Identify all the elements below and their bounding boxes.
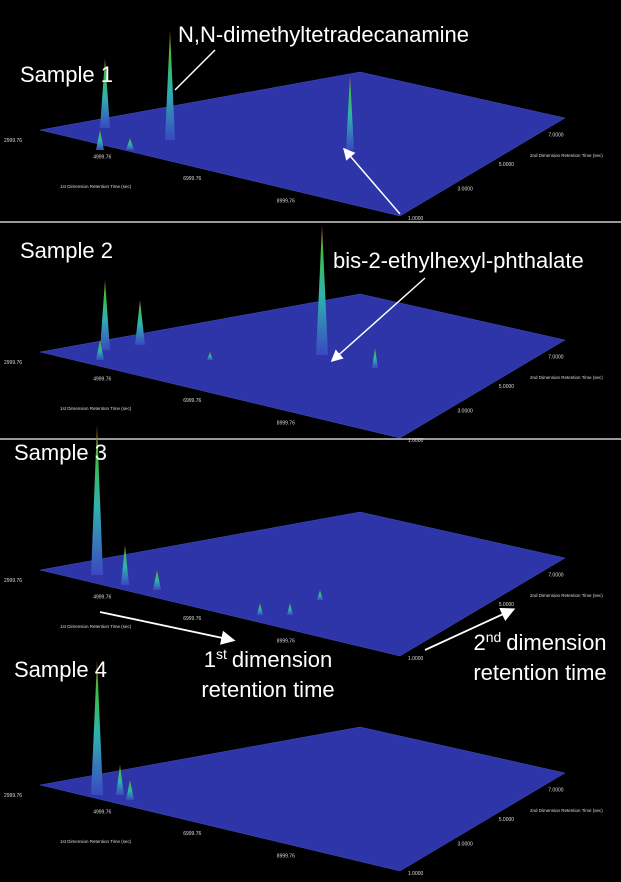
x-tick-label: 6999.76 [183, 176, 201, 182]
axis-title: 2nd Dimension Retention Time (sec) [530, 808, 603, 813]
y-tick-label: 7.0000 [548, 573, 564, 579]
axis-note-suffix: st [216, 646, 227, 662]
axis-note-line2: retention time [201, 677, 334, 702]
annotation: bis-2-ethylhexyl-phthalate [333, 248, 584, 273]
annotation-line [343, 147, 401, 215]
y-tick-label: 3.0000 [458, 409, 474, 415]
y-tick-label: 5.0000 [499, 817, 515, 823]
peak [287, 603, 293, 615]
y-tick-label: 1.0000 [408, 656, 424, 662]
peak [100, 58, 110, 128]
x-tick-label: 6999.76 [183, 831, 201, 837]
panel-label: Sample 3 [14, 440, 107, 465]
panel-label: Sample 2 [20, 238, 113, 263]
y-tick-label: 1.0000 [408, 871, 424, 877]
annotation-line [330, 277, 426, 362]
plane [39, 71, 566, 217]
y-tick-label: 7.0000 [548, 788, 564, 794]
peak [165, 30, 175, 140]
axis-note-suffix: nd [486, 629, 502, 645]
arrow [99, 611, 236, 645]
peak [126, 138, 134, 150]
x-tick-label: 4999.76 [93, 377, 111, 383]
peak [153, 570, 161, 590]
peak [91, 425, 103, 575]
peak [91, 660, 103, 795]
annotation-line [174, 49, 216, 91]
x-tick-label: 8999.76 [277, 420, 295, 426]
x-tick-label: 2999.76 [4, 360, 22, 366]
peak [346, 75, 354, 150]
peak [121, 545, 129, 585]
y-tick-label: 3.0000 [458, 187, 474, 193]
axis-title: 1st Dimension Retention Time (sec) [60, 184, 132, 189]
axis-title: 2nd Dimension Retention Time (sec) [530, 375, 603, 380]
x-tick-label: 4999.76 [93, 155, 111, 161]
plane [39, 511, 566, 657]
x-tick-label: 8999.76 [277, 198, 295, 204]
y-tick-label: 3.0000 [458, 842, 474, 848]
x-tick-label: 4999.76 [93, 595, 111, 601]
x-tick-label: 6999.76 [183, 398, 201, 404]
peak [126, 780, 134, 800]
axis-note-ordinal: 2 [473, 630, 485, 655]
peak [317, 590, 323, 600]
x-tick-label: 2999.76 [4, 138, 22, 144]
panel-label: Sample 4 [14, 657, 107, 682]
panel-label: Sample 1 [20, 62, 113, 87]
axis-note: 2nd dimension [473, 629, 606, 655]
y-tick-label: 5.0000 [499, 602, 515, 608]
x-tick-label: 4999.76 [93, 810, 111, 816]
axis-note-ordinal: 1 [204, 647, 216, 672]
y-tick-label: 7.0000 [548, 355, 564, 361]
axis-title: 1st Dimension Retention Time (sec) [60, 624, 132, 629]
axis-note-line2: retention time [473, 660, 606, 685]
peak [316, 225, 328, 355]
peak [257, 603, 263, 615]
x-tick-label: 2999.76 [4, 578, 22, 584]
y-tick-label: 1.0000 [408, 216, 424, 222]
peak [135, 300, 145, 345]
axis-note-word: dimension [232, 647, 332, 672]
peak [372, 348, 378, 368]
axis-note-word: dimension [506, 630, 606, 655]
x-tick-label: 2999.76 [4, 793, 22, 799]
peak [116, 765, 124, 795]
x-tick-label: 8999.76 [277, 853, 295, 859]
axis-title: 2nd Dimension Retention Time (sec) [530, 153, 603, 158]
plane [39, 726, 566, 872]
y-tick-label: 1.0000 [408, 438, 424, 444]
axis-note: 1st dimension [204, 646, 332, 672]
x-tick-label: 8999.76 [277, 638, 295, 644]
axis-title: 2nd Dimension Retention Time (sec) [530, 593, 603, 598]
x-tick-label: 6999.76 [183, 616, 201, 622]
y-tick-label: 5.0000 [499, 162, 515, 168]
axis-title: 1st Dimension Retention Time (sec) [60, 406, 132, 411]
y-tick-label: 5.0000 [499, 384, 515, 390]
peak [207, 352, 213, 360]
annotation: N,N-dimethyltetradecanamine [178, 22, 469, 47]
plane [39, 293, 566, 439]
arrow [424, 607, 516, 651]
peak [96, 340, 104, 360]
peak [100, 280, 110, 350]
axis-title: 1st Dimension Retention Time (sec) [60, 839, 132, 844]
peak [96, 130, 104, 150]
y-tick-label: 7.0000 [548, 133, 564, 139]
